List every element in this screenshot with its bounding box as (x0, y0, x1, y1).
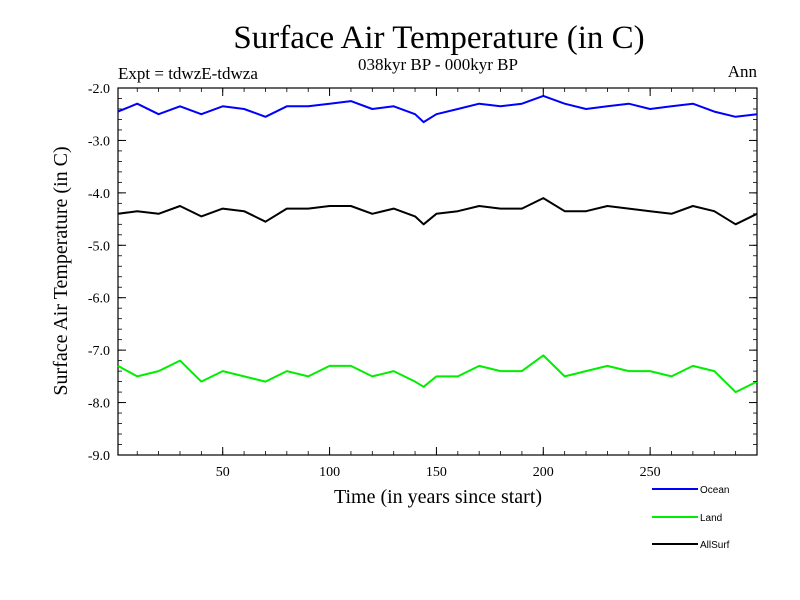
legend-label-allsurf: AllSurf (700, 540, 730, 551)
y-tick-label: -6.0 (88, 292, 110, 307)
x-axis: 50 100 150 200 250 (136, 88, 758, 480)
plot-frame (117, 87, 758, 456)
y-axis-title: Surface Air Temperature (in C) (50, 146, 72, 395)
series-line-land (117, 354, 758, 394)
y-tick-label: -7.0 (88, 344, 110, 359)
season-label: Ann (728, 62, 758, 81)
x-tick-label: 200 (533, 465, 554, 480)
x-tick-label: 50 (216, 465, 230, 480)
series-layer (117, 94, 758, 394)
legend-label-ocean: Ocean (700, 485, 729, 496)
y-tick-label: -4.0 (88, 187, 110, 202)
period-label: 038kyr BP - 000kyr BP (358, 55, 518, 74)
x-tick-label: 100 (319, 465, 340, 480)
y-tick-label: -9.0 (88, 449, 110, 464)
y-tick-label: -2.0 (88, 82, 110, 97)
series-line-allsurf (117, 197, 758, 226)
x-tick-label: 150 (426, 465, 447, 480)
y-axis: -2.0 -3.0 -4.0 -5.0 -6.0 -7.0 -8.0 -9.0 (88, 82, 757, 464)
y-tick-label: -8.0 (88, 397, 110, 412)
series-line-ocean (117, 94, 758, 124)
y-tick-label: -5.0 (88, 239, 110, 254)
legend-label-land: Land (700, 513, 722, 524)
y-tick-label: -3.0 (88, 134, 110, 149)
x-tick-label: 250 (640, 465, 661, 480)
x-axis-title: Time (in years since start) (334, 486, 542, 508)
experiment-label: Expt = tdwzE-tdwza (118, 64, 258, 83)
legend: Ocean Land AllSurf (652, 485, 730, 551)
chart-title: Surface Air Temperature (in C) (233, 20, 644, 56)
